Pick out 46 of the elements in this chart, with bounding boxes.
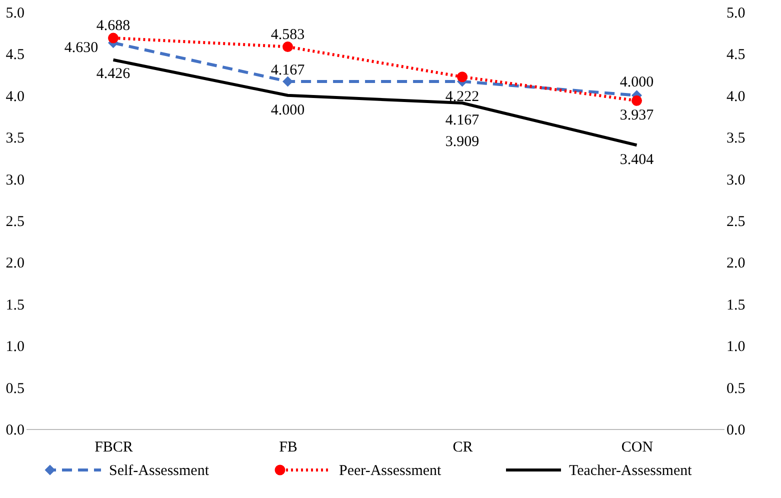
data-label: 4.000 <box>270 102 305 118</box>
legend-label: Teacher-Assessment <box>569 463 693 479</box>
y-tick-label: 2.0 <box>6 256 24 272</box>
y-tick-label: 1.5 <box>6 297 24 314</box>
legend-label: Self-Assessment <box>109 463 210 479</box>
y2-tick-label: 1.0 <box>726 339 746 356</box>
x-tick-label: FBCR <box>94 440 133 456</box>
data-label: 4.426 <box>96 66 131 82</box>
y2-tick-label: 1.5 <box>726 297 746 314</box>
data-label: 4.167 <box>445 112 480 128</box>
point <box>282 76 293 87</box>
y2-tick-label: 4.5 <box>726 47 746 64</box>
data-label: 4.222 <box>445 88 480 105</box>
y-tick-label: 3.0 <box>6 172 24 188</box>
y2-tick-label: 4.0 <box>726 88 746 105</box>
data-label: 3.404 <box>620 152 654 168</box>
data-label: 4.688 <box>96 18 130 34</box>
data-label: 4.630 <box>64 40 98 56</box>
y2-tick-label: 2.5 <box>726 214 746 230</box>
y2-tick-label: 0.5 <box>726 380 746 397</box>
y-tick-label: 4.0 <box>6 88 24 105</box>
data-label: 3.937 <box>620 108 654 124</box>
point <box>457 72 468 82</box>
y2-tick-label: 3.0 <box>726 172 746 188</box>
data-label: 4.583 <box>270 26 305 43</box>
y-tick-label: 0.5 <box>6 380 24 397</box>
y2-tick-label: 5.0 <box>726 6 746 22</box>
y-tick-label: 1.0 <box>6 339 24 356</box>
x-tick-label: CON <box>621 440 654 456</box>
point <box>632 95 642 106</box>
y-tick-label: 5.0 <box>6 6 24 22</box>
data-label: 4.167 <box>270 62 306 78</box>
data-label: 3.909 <box>445 134 480 150</box>
y-tick-label: 0.0 <box>6 422 24 438</box>
x-tick-label: CR <box>452 440 473 456</box>
y-tick-label: 4.5 <box>6 47 24 64</box>
y-tick-label: 2.5 <box>6 214 24 230</box>
y2-tick-label: 3.5 <box>726 130 746 147</box>
x-tick-label: FB <box>279 440 298 456</box>
y2-tick-label: 2.0 <box>726 256 746 272</box>
y-tick-label: 3.5 <box>6 130 24 147</box>
y2-tick-label: 0.0 <box>726 422 746 438</box>
data-label: 4.000 <box>620 74 654 90</box>
point <box>108 32 118 44</box>
point <box>282 42 293 52</box>
legend-label: Peer-Assessment <box>339 463 442 479</box>
